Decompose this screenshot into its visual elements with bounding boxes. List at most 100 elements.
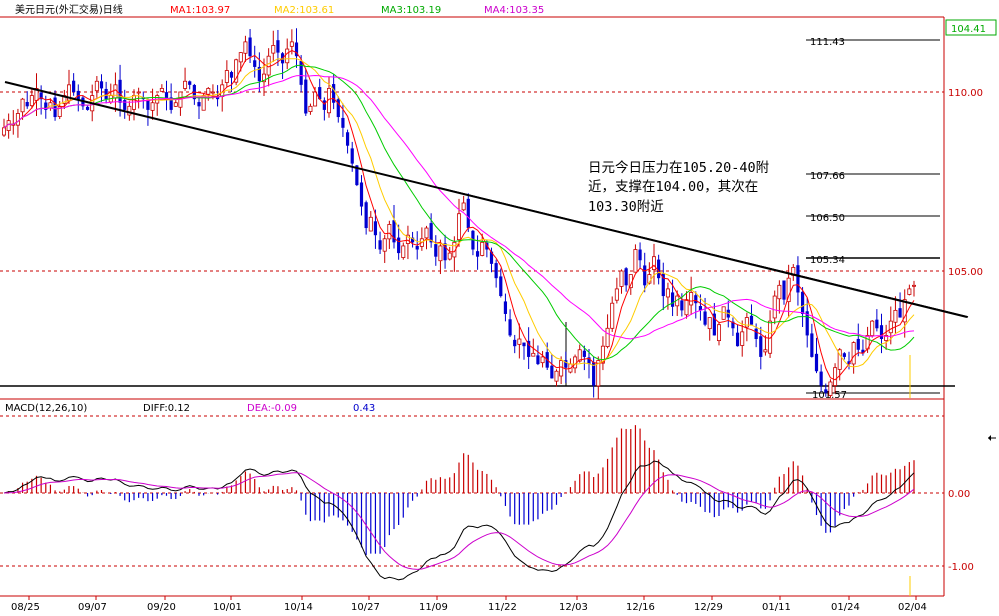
candle-body bbox=[378, 240, 382, 250]
candle-body bbox=[689, 292, 694, 306]
candle-body bbox=[405, 234, 410, 244]
candle-body bbox=[531, 352, 536, 357]
candle-body bbox=[619, 270, 624, 287]
candle-body bbox=[29, 95, 34, 107]
candle-body bbox=[661, 273, 665, 297]
candle-body bbox=[828, 381, 833, 396]
candle-body bbox=[485, 242, 489, 250]
candle-body bbox=[289, 41, 294, 47]
candle-body bbox=[276, 40, 280, 53]
candle-body bbox=[76, 90, 80, 100]
candle-body bbox=[768, 320, 773, 354]
candle-body bbox=[564, 360, 568, 368]
candle-body bbox=[665, 288, 670, 298]
x-tick-label: 12/03 bbox=[559, 602, 588, 613]
macd-title: MACD(12,26,10) bbox=[5, 403, 87, 414]
candle-body bbox=[382, 238, 387, 252]
candle-body bbox=[215, 97, 220, 100]
candle-body bbox=[749, 315, 754, 325]
candle-body bbox=[763, 349, 768, 353]
moving-average-lines bbox=[3, 49, 915, 381]
candle-body bbox=[299, 61, 303, 85]
candle-body bbox=[364, 202, 368, 229]
candle-body bbox=[707, 317, 712, 330]
candle-body bbox=[652, 256, 657, 270]
x-tick-label: 02/04 bbox=[898, 602, 927, 613]
candle-body bbox=[633, 249, 638, 273]
candle-body bbox=[322, 100, 326, 110]
candle-body bbox=[368, 216, 373, 232]
candle-body bbox=[517, 338, 522, 345]
candle-body bbox=[670, 292, 675, 307]
candle-body bbox=[123, 100, 127, 110]
level-label-105b: 105.34 bbox=[810, 255, 845, 266]
x-tick-label: 10/01 bbox=[213, 602, 242, 613]
candle-body bbox=[777, 284, 782, 300]
candle-body bbox=[104, 88, 108, 100]
candle-body bbox=[503, 301, 508, 314]
candle-body bbox=[475, 251, 480, 257]
x-tick-label: 10/14 bbox=[284, 602, 313, 613]
candle-body bbox=[169, 97, 173, 110]
candle-body bbox=[600, 345, 605, 364]
macd-tick-neg1: -1.00 bbox=[948, 562, 974, 573]
candle-body bbox=[810, 333, 814, 357]
candle-body bbox=[253, 60, 257, 67]
candle-body bbox=[466, 198, 470, 229]
x-tick-label: 12/29 bbox=[694, 602, 723, 613]
ma4-label: MA4:103.35 bbox=[484, 5, 544, 16]
candle-body bbox=[136, 91, 141, 94]
ma3-line bbox=[3, 64, 915, 361]
candle-body bbox=[800, 291, 805, 314]
ma3-label: MA3:103.19 bbox=[381, 5, 441, 16]
candle-body bbox=[248, 37, 252, 57]
candle-body bbox=[345, 132, 350, 146]
candle-body bbox=[893, 309, 898, 323]
candle-body bbox=[870, 320, 875, 337]
y-tick-110: 110.00 bbox=[948, 88, 983, 99]
candle-body bbox=[243, 41, 248, 54]
candle-body bbox=[740, 331, 745, 346]
candle-body bbox=[643, 265, 647, 286]
candle-body bbox=[447, 252, 452, 260]
candle-body bbox=[57, 105, 62, 117]
candle-body bbox=[257, 66, 261, 82]
candle-body bbox=[554, 370, 559, 382]
candle-body bbox=[489, 251, 494, 264]
candle-body bbox=[480, 241, 485, 256]
x-axis-labels: 08/25 09/07 09/20 10/01 10/14 10/27 11/09 11/22… bbox=[11, 596, 927, 613]
candle-body bbox=[15, 113, 20, 126]
annotation-line-1: 日元今日压力在105.20-40附 bbox=[588, 160, 769, 176]
candle-body bbox=[197, 102, 201, 107]
y-tick-105: 105.00 bbox=[948, 267, 983, 278]
candle-body bbox=[744, 317, 749, 328]
candle-body bbox=[285, 48, 290, 64]
candle-body bbox=[624, 268, 628, 286]
candle-body bbox=[118, 79, 122, 103]
ma2-label: MA2:103.61 bbox=[274, 5, 334, 16]
annotation-line-2: 近，支撑在104.00，其次在 bbox=[588, 179, 758, 195]
candle-body bbox=[266, 55, 271, 76]
candle-body bbox=[318, 87, 322, 100]
candle-body bbox=[577, 349, 582, 362]
diff-line bbox=[3, 460, 915, 581]
candle-body bbox=[698, 306, 703, 311]
candle-body bbox=[824, 389, 828, 393]
x-tick-label: 11/09 bbox=[419, 602, 448, 613]
candle-body bbox=[238, 52, 243, 63]
candle-body bbox=[159, 88, 164, 92]
candle-body bbox=[332, 84, 336, 103]
candle-body bbox=[424, 227, 429, 239]
candle-body bbox=[336, 99, 340, 118]
level-label-106: 106.50 bbox=[810, 213, 845, 224]
macd-tick-0: 0.00 bbox=[948, 489, 970, 500]
candle-body bbox=[188, 81, 192, 85]
ma4-line bbox=[3, 74, 915, 340]
candle-body bbox=[559, 360, 564, 377]
candle-body bbox=[397, 237, 401, 254]
level-label-107: 107.66 bbox=[810, 171, 845, 182]
last-price-box bbox=[945, 19, 997, 36]
candle-body bbox=[912, 284, 917, 287]
ma2-line bbox=[3, 58, 915, 368]
